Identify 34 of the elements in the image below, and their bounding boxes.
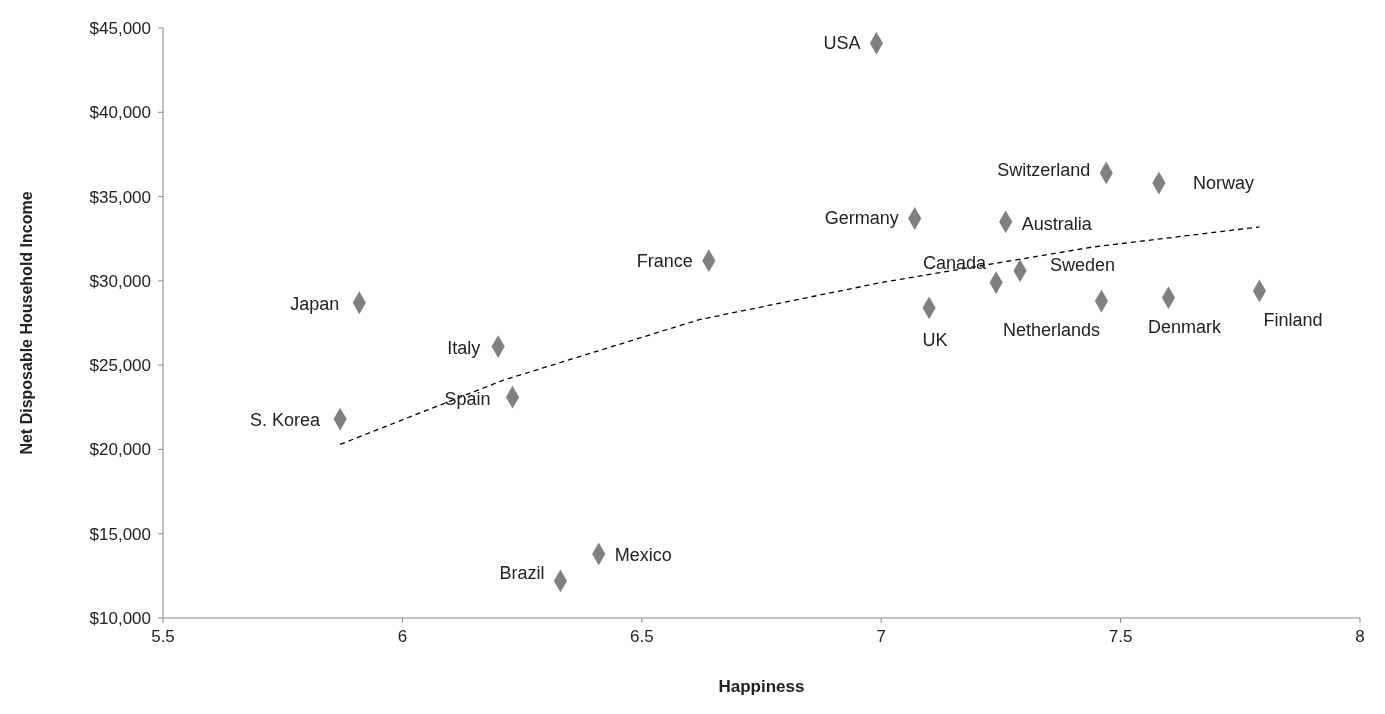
annotation: Japan — [290, 293, 340, 314]
y-tick-label: $25,000 — [89, 356, 151, 376]
y-tick-label: $10,000 — [89, 609, 151, 628]
y-tick-label: $40,000 — [89, 103, 151, 123]
annotation: Sweden — [1050, 254, 1116, 275]
x-tick-label: 7.5 — [1108, 627, 1133, 646]
annotation: Finland — [1263, 309, 1323, 330]
y-tick-label: $20,000 — [89, 440, 151, 460]
y-tick-label: $45,000 — [89, 19, 151, 38]
annotation: France — [636, 250, 693, 271]
x-tick-label: 8 — [1355, 627, 1365, 646]
annotation: Denmark — [1147, 316, 1222, 337]
annotation: Italy — [447, 337, 481, 358]
annotation: Spain — [444, 389, 491, 410]
y-tick-label: $15,000 — [89, 524, 151, 544]
y-tick-label: $35,000 — [89, 187, 151, 207]
annotation: Brazil — [499, 562, 545, 583]
y-tick-label: $30,000 — [89, 271, 151, 291]
annotation: Norway — [1192, 173, 1254, 194]
x-tick-label: 7 — [876, 627, 886, 646]
x-axis-title: Happiness — [718, 677, 805, 696]
x-tick-label: 5.5 — [151, 627, 175, 646]
annotation: Germany — [824, 208, 899, 229]
annotation: Canada — [923, 252, 988, 273]
annotation: Switzerland — [997, 159, 1091, 180]
annotation: Netherlands — [1002, 320, 1100, 341]
annotation: S. Korea — [250, 410, 322, 431]
annotation: Australia — [1021, 213, 1093, 234]
x-tick-label: 6.5 — [629, 627, 654, 646]
y-axis-title: Net Disposable Household Income — [18, 191, 35, 455]
x-tick-label: 6 — [397, 627, 408, 646]
annotation: Mexico — [614, 544, 672, 565]
annotation: UK — [922, 329, 948, 350]
annotation: USA — [823, 33, 861, 54]
